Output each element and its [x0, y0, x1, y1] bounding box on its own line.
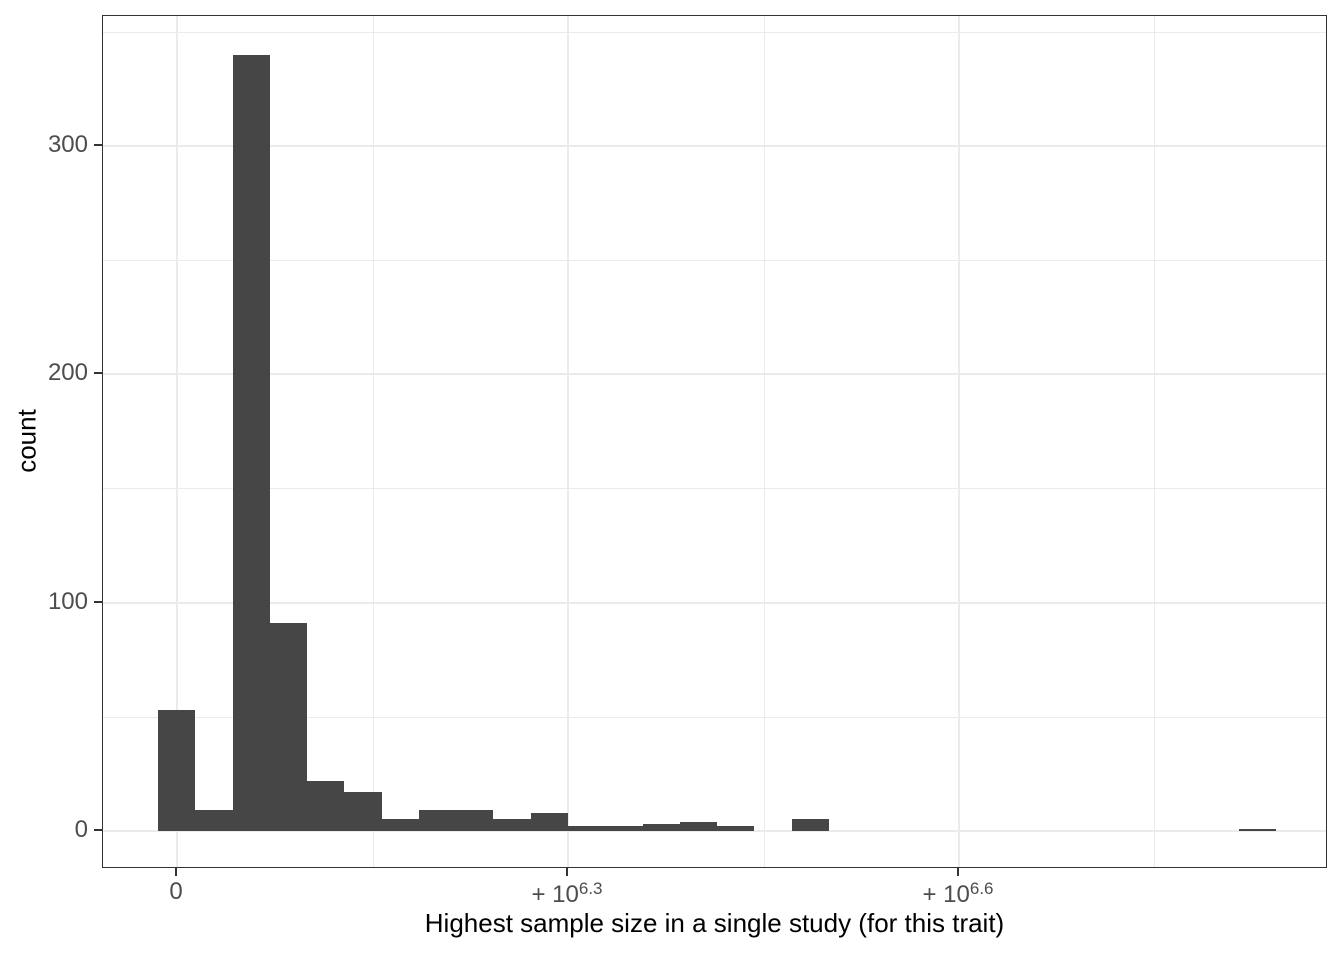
gridline-y-minor: [103, 716, 1326, 718]
histogram-bar: [382, 819, 419, 831]
gridline-y-major: [103, 829, 1326, 832]
histogram-bar: [1239, 828, 1276, 831]
gridline-y-major: [103, 373, 1326, 376]
x-tick-label: + 106.6: [922, 878, 993, 909]
gridline-y-minor: [103, 260, 1326, 262]
gridline-x-major: [958, 16, 960, 867]
x-axis-tick: [175, 868, 177, 876]
histogram-bar: [680, 821, 717, 831]
histogram-bar: [233, 54, 270, 831]
y-tick-label: 100: [47, 587, 88, 615]
histogram-bar: [456, 810, 493, 831]
histogram-bar: [344, 791, 382, 831]
y-axis-title: count: [11, 409, 42, 473]
plot-panel: [102, 15, 1327, 868]
x-tick-label: 0: [169, 878, 182, 906]
histogram-bar: [270, 623, 307, 831]
gridline-y-major: [103, 144, 1326, 147]
x-tick-label-exponent: 6.3: [578, 879, 603, 898]
histogram-bar: [195, 810, 233, 831]
histogram-bar: [568, 826, 605, 831]
y-axis-tick: [94, 600, 102, 603]
x-axis-tick: [957, 868, 959, 876]
gridline-x-minor: [372, 16, 374, 867]
histogram-bar: [643, 823, 680, 831]
histogram-bar: [717, 826, 754, 831]
y-tick-label: 0: [74, 815, 88, 843]
y-tick-label: 200: [47, 359, 88, 387]
histogram-bar: [792, 819, 829, 831]
gridline-y-major: [103, 601, 1326, 604]
gridline-x-minor: [764, 16, 765, 867]
histogram-bar: [493, 819, 531, 831]
histogram-bar: [605, 826, 643, 831]
x-axis-tick: [566, 868, 568, 876]
histogram-bar: [158, 709, 195, 831]
histogram-bar: [531, 812, 568, 831]
x-tick-label-exponent: 6.6: [969, 879, 994, 898]
gridline-y-minor: [103, 488, 1326, 490]
histogram-bar: [419, 810, 456, 831]
gridline-x-major: [567, 16, 569, 867]
y-axis-tick: [94, 372, 102, 375]
x-tick-label-base: + 10: [922, 881, 970, 908]
histogram-bar: [307, 780, 344, 831]
y-axis-tick: [94, 143, 102, 146]
x-tick-label-base: 0: [169, 878, 183, 905]
y-axis-tick: [94, 828, 102, 831]
x-tick-label-base: + 10: [531, 881, 579, 908]
gridline-x-major: [176, 16, 178, 867]
gridline-y-minor: [103, 31, 1326, 33]
y-tick-label: 300: [47, 130, 88, 158]
gridline-x-minor: [1153, 16, 1155, 867]
x-axis-title: Highest sample size in a single study (f…: [424, 908, 1005, 938]
x-tick-label: + 106.3: [531, 878, 602, 909]
